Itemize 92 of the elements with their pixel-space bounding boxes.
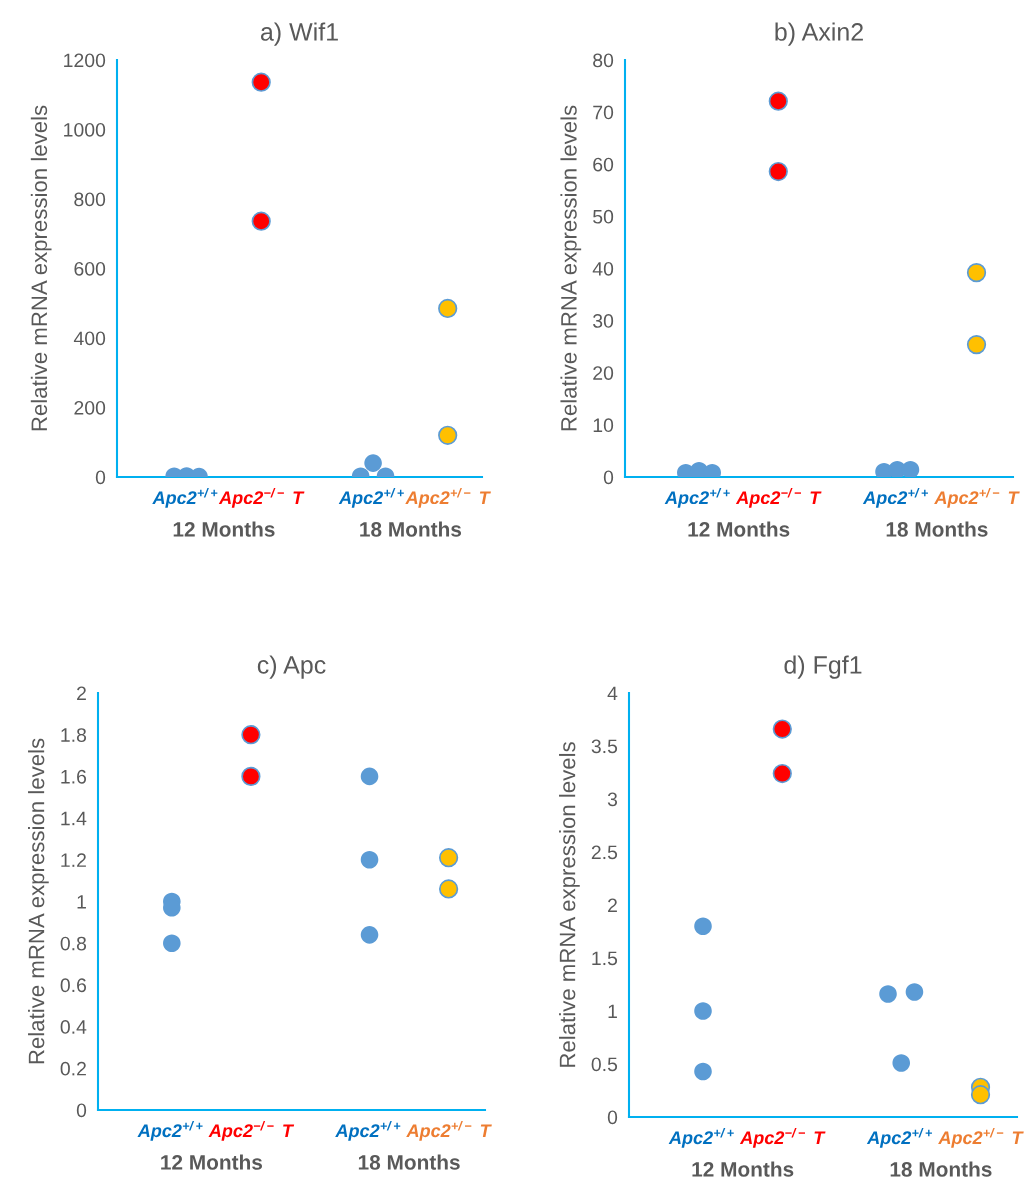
- x-tick-label: Apc2$^{+/−}$ T: [934, 488, 1020, 508]
- chart-title: d) Fgf1: [784, 655, 862, 679]
- x-tick-label: Apc2$^{+/+}$: [862, 488, 928, 508]
- y-tick-label: 3.5: [591, 739, 618, 754]
- y-tick-label: 30: [593, 314, 614, 328]
- y-tick-label: 800: [74, 192, 106, 207]
- point: [360, 851, 379, 869]
- text: 18 Months: [360, 521, 462, 537]
- x-tick-label: Apc2$^{+/−}$ T: [938, 1128, 1024, 1148]
- y-tick-label: 60: [593, 157, 614, 172]
- y-tick-label: 2: [77, 686, 86, 701]
- point: [772, 719, 792, 739]
- y-tick-label: 40: [592, 261, 614, 276]
- y-tick-label: 1.6: [61, 769, 87, 784]
- text: 18 Months: [886, 521, 988, 537]
- point: [892, 1054, 911, 1072]
- y-tick-label: 0.6: [60, 978, 87, 993]
- x-tick-label: Apc2$^{−/−}$ T: [739, 1128, 826, 1148]
- point: [879, 985, 897, 1003]
- y-tick-label: 0: [603, 470, 614, 485]
- x-tick-label: Apc2$^{+/+}$: [338, 488, 404, 508]
- x-tick-label: Apc2$^{+/+}$: [664, 488, 730, 508]
- point: [439, 848, 459, 868]
- y-axis-title: Relative mRNA expression levels: [30, 105, 52, 431]
- point: [251, 72, 271, 92]
- text: 12 Months: [161, 1154, 263, 1170]
- x-tick-label: Apc2$^{+/+}$: [866, 1128, 932, 1148]
- text: 18 Months: [890, 1161, 992, 1177]
- y-tick-label: 1000: [64, 122, 106, 137]
- y-axis-title: Relative mRNA expression levels: [560, 105, 582, 431]
- x-tick-label: Apc2$^{−/−}$ T: [735, 488, 822, 508]
- y-tick-label: 3: [607, 792, 618, 807]
- point: [163, 934, 181, 952]
- text: 18 Months: [358, 1154, 460, 1170]
- chart-title: c) Apc: [257, 655, 326, 679]
- point: [905, 983, 924, 1001]
- point: [694, 1002, 712, 1020]
- y-tick-label: 1.2: [61, 853, 86, 867]
- y-tick-label: 1200: [64, 53, 106, 68]
- x-tick-label: Apc2$^{+/+}$: [137, 1121, 203, 1141]
- y-tick-label: 1.5: [592, 951, 618, 966]
- y-axis-title: Relative mRNA expression levels: [559, 742, 580, 1067]
- y-tick-label: 4: [607, 686, 618, 701]
- y-tick-label: 2.5: [591, 845, 618, 860]
- y-tick-label: 200: [74, 400, 106, 415]
- point: [360, 767, 379, 786]
- y-tick-label: 50: [593, 209, 614, 224]
- x-tick-label: Apc2$^{−/−}$ T: [208, 1121, 295, 1141]
- y-tick-label: 0.2: [60, 1061, 86, 1076]
- x-tick-label: Apc2$^{+/−}$ T: [405, 488, 491, 508]
- y-tick-label: 600: [74, 261, 106, 276]
- point: [694, 917, 712, 935]
- y-tick-label: 1.4: [61, 811, 87, 826]
- y-tick-label: 1.8: [61, 728, 87, 742]
- y-tick-label: 0.8: [60, 936, 87, 951]
- point: [439, 879, 459, 899]
- y-tick-label: 80: [593, 53, 614, 68]
- point: [970, 1085, 991, 1105]
- x-tick-label: Apc2$^{+/+}$: [152, 488, 218, 508]
- y-tick-label: 0: [607, 1110, 618, 1125]
- y-tick-label: 70: [593, 105, 614, 120]
- point: [438, 298, 458, 319]
- y-tick-label: 1: [608, 1004, 617, 1019]
- y-tick-label: 10: [593, 418, 614, 433]
- x-tick-label: Apc2$^{+/+}$: [335, 1121, 401, 1141]
- point: [251, 211, 271, 231]
- text: 12 Months: [688, 521, 790, 537]
- y-tick-label: 0.4: [60, 1020, 87, 1034]
- point: [768, 161, 788, 182]
- point: [966, 263, 987, 283]
- text: 12 Months: [173, 521, 275, 537]
- chart-title: a) Wif1: [260, 22, 338, 46]
- y-tick-label: 20: [593, 366, 614, 380]
- chart-title: b) Axin2: [775, 22, 863, 46]
- text: 12 Months: [692, 1161, 794, 1177]
- y-tick-label: 2: [608, 898, 617, 913]
- y-tick-label: 1: [77, 895, 86, 909]
- x-tick-label: Apc2$^{+/−}$ T: [406, 1121, 492, 1141]
- point: [772, 763, 792, 784]
- y-tick-label: 0: [95, 470, 106, 485]
- point: [241, 725, 261, 745]
- point: [966, 334, 987, 355]
- x-tick-label: Apc2$^{+/+}$: [668, 1128, 734, 1148]
- point: [241, 766, 261, 787]
- y-tick-label: 0: [76, 1103, 87, 1118]
- point: [694, 1062, 712, 1081]
- y-tick-label: 400: [73, 331, 106, 346]
- point: [768, 91, 788, 111]
- x-tick-label: Apc2$^{−/−}$ T: [218, 488, 305, 508]
- y-axis-title: Relative mRNA expression levels: [28, 738, 49, 1064]
- point: [360, 926, 379, 944]
- y-tick-label: 0.5: [591, 1057, 618, 1072]
